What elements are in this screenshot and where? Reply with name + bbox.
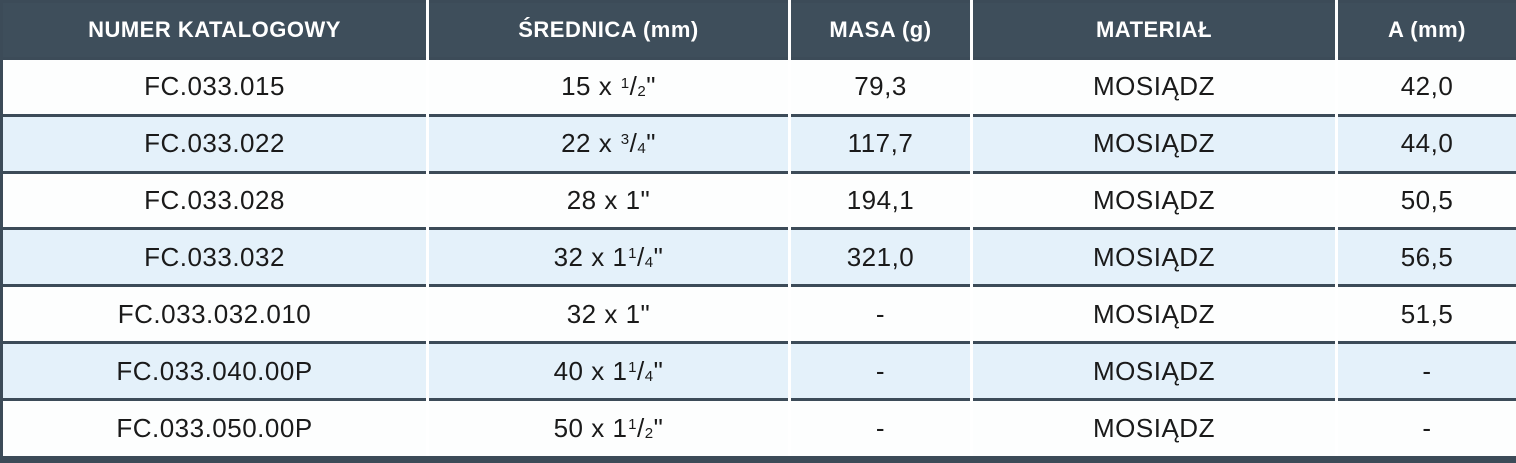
material-cell: MOSIĄDZ: [970, 172, 1337, 229]
table-row: FC.033.032.010 32 x 1" - MOSIĄDZ 51,5: [1, 285, 1516, 343]
mass-cell: 321,0: [788, 228, 972, 286]
diameter-cell: 15 x 1/2": [426, 58, 790, 116]
diameter-cell: 40 x 11/4": [426, 342, 790, 400]
table-row: FC.033.022 22 x 3/4" 117,7 MOSIĄDZ 44,0: [1, 115, 1516, 173]
a-dimension-cell: 51,5: [1335, 285, 1516, 343]
catalog-number-cell: FC.033.028: [144, 185, 285, 216]
table-row: FC.033.028 28 x 1" 194,1 MOSIĄDZ 50,5: [1, 172, 1516, 229]
table-row: FC.033.050.00P 50 x 11/2" - MOSIĄDZ -: [1, 399, 1516, 460]
a-dimension-cell: 42,0: [1335, 58, 1516, 116]
catalog-number-cell: FC.033.015: [144, 71, 285, 102]
catalog-number-cell: FC.033.050.00P: [116, 412, 313, 443]
catalog-number-cell: FC.033.022: [144, 128, 285, 159]
material-cell: MOSIĄDZ: [970, 58, 1337, 116]
column-header-mass: MASA (g): [788, 1, 972, 59]
a-dimension-cell: -: [1335, 399, 1516, 460]
diameter-cell: 28 x 1": [426, 172, 790, 229]
material-cell: MOSIĄDZ: [970, 342, 1337, 400]
table-body: FC.033.015 15 x 1/2" 79,3 MOSIĄDZ 42,0 FC.033…: [1, 58, 1516, 460]
inch-fraction: 3/4: [620, 128, 647, 159]
table-row: FC.033.040.00P 40 x 11/4" - MOSIĄDZ -: [1, 342, 1516, 400]
a-dimension-cell: 44,0: [1335, 115, 1516, 173]
mass-cell: 194,1: [788, 172, 972, 229]
mass-cell: -: [788, 342, 972, 400]
a-dimension-cell: 50,5: [1335, 172, 1516, 229]
table-row: FC.033.032 32 x 11/4" 321,0 MOSIĄDZ 56,5: [1, 228, 1516, 286]
mass-cell: -: [788, 399, 972, 460]
a-dimension-cell: -: [1335, 342, 1516, 400]
diameter-cell: 22 x 3/4": [426, 115, 790, 173]
inch-fraction: 1/2: [628, 412, 654, 443]
a-dimension-cell: 56,5: [1335, 228, 1516, 286]
table-row: FC.033.015 15 x 1/2" 79,3 MOSIĄDZ 42,0: [1, 58, 1516, 116]
column-header-material: MATERIAŁ: [970, 1, 1337, 59]
material-cell: MOSIĄDZ: [970, 228, 1337, 286]
header-row: NUMER KATALOGOWY ŚREDNICA (mm) MASA (g) …: [1, 1, 1516, 59]
material-cell: MOSIĄDZ: [970, 399, 1337, 460]
material-cell: MOSIĄDZ: [970, 285, 1337, 343]
mass-cell: 117,7: [788, 115, 972, 173]
table-header: NUMER KATALOGOWY ŚREDNICA (mm) MASA (g) …: [1, 1, 1516, 59]
catalog-number-cell: FC.033.040.00P: [116, 355, 313, 386]
column-header-catalog-number: NUMER KATALOGOWY: [1, 1, 428, 59]
inch-fraction: 1/4: [628, 355, 654, 386]
inch-fraction: 1/4: [628, 241, 654, 272]
inch-fraction: 1/2: [620, 71, 647, 102]
material-cell: MOSIĄDZ: [970, 115, 1337, 173]
column-header-a-dimension: A (mm): [1335, 1, 1516, 59]
diameter-cell: 50 x 11/2": [426, 399, 790, 460]
mass-cell: -: [788, 285, 972, 343]
diameter-cell: 32 x 1": [426, 285, 790, 343]
catalog-number-cell: FC.033.032: [144, 241, 285, 272]
diameter-cell: 32 x 11/4": [426, 228, 790, 286]
column-header-diameter: ŚREDNICA (mm): [426, 1, 790, 59]
catalog-number-cell: FC.033.032.010: [117, 298, 312, 329]
mass-cell: 79,3: [788, 58, 972, 116]
